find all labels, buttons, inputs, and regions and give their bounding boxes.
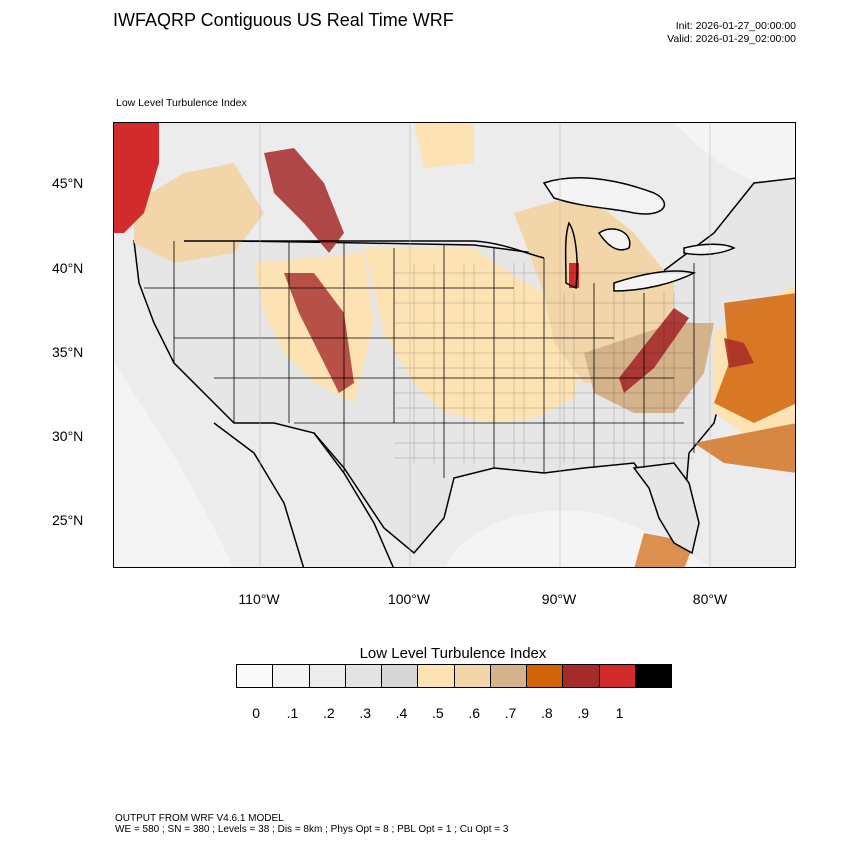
colorbar-tick-label: .1 (286, 705, 299, 721)
colorbar-swatch (382, 665, 419, 687)
model-footer: OUTPUT FROM WRF V4.6.1 MODEL WE = 580 ; … (115, 813, 508, 835)
chesapeake-red (724, 338, 754, 368)
field-subtitle: Low Level Turbulence Index (116, 97, 247, 109)
mexico-coastline (313, 432, 394, 567)
lake-michigan (564, 221, 578, 290)
map-title: IWFAQRP Contiguous US Real Time WRF (113, 10, 454, 30)
lon-label-100: 100°W (387, 591, 431, 607)
graticule (259, 123, 711, 567)
northwest-tan (134, 163, 264, 263)
colorbar-tick-label: .8 (540, 705, 553, 721)
turbulence-map (113, 122, 796, 568)
colorbar-swatch (237, 665, 274, 687)
colorbar-swatch (345, 665, 382, 687)
northern-rockies-red (264, 148, 344, 253)
atlantic-orange (714, 293, 795, 423)
state-boundaries (144, 241, 695, 478)
baja-coastline (213, 422, 305, 567)
lon-label-110: 110°W (238, 591, 280, 607)
colorbar-swatch (309, 665, 346, 687)
colorbar-swatch (527, 665, 564, 687)
colorbar-tick-label: .5 (431, 705, 444, 721)
lat-label-25: 25°N (52, 512, 84, 528)
atlantic-orange-south (694, 423, 795, 473)
colorbar-tick-label: .9 (577, 705, 589, 721)
lat-label-45: 45°N (52, 175, 84, 191)
colorbar-swatch (635, 665, 671, 687)
colorbar-tick-label: .4 (395, 705, 408, 721)
canada-light-region (674, 123, 795, 185)
colorbar-swatch (599, 665, 636, 687)
lat-label-30: 30°N (52, 428, 84, 444)
colorbar-swatch (273, 665, 310, 687)
florida-peninsula (632, 462, 700, 555)
lake-ontario (683, 243, 736, 256)
lat-label-35: 35°N (52, 344, 84, 360)
footer-line-model: OUTPUT FROM WRF V4.6.1 MODEL (115, 813, 284, 824)
colorbar-tick-label: 1 (615, 705, 624, 721)
init-time: Init: 2026-01-27_00:00:00 (675, 20, 796, 32)
colorbar-swatch (418, 665, 455, 687)
colorbar-title: Low Level Turbulence Index (359, 645, 547, 662)
lon-label-80: 80°W (692, 591, 728, 607)
lat-label-40: 40°N (52, 260, 84, 276)
colorbar-tick-label: .2 (322, 705, 335, 721)
lake-superior (542, 177, 666, 215)
central-rockies-red (284, 273, 354, 393)
map-canvas (114, 123, 795, 567)
colorbar-swatch (454, 665, 491, 687)
pacific-coast-red (114, 123, 159, 233)
colorbar (236, 664, 672, 688)
colorbar-tick-label: 0 (252, 705, 261, 721)
colorbar-swatch (490, 665, 527, 687)
pacific-light-region (114, 363, 234, 567)
canada-pale-orange (414, 123, 474, 168)
footer-line-config: WE = 580 ; SN = 380 ; Levels = 38 ; Dis … (115, 824, 509, 835)
colorbar-tick-label: .6 (468, 705, 480, 721)
colorbar-swatch (563, 665, 600, 687)
lon-label-90: 90°W (541, 591, 577, 607)
colorbar-tick-label: .3 (359, 705, 371, 721)
lake-huron (597, 228, 631, 251)
appalachian-red (619, 308, 689, 393)
valid-time: Valid: 2026-01-29_02:00:00 (667, 33, 796, 45)
county-boundaries (394, 263, 694, 463)
colorbar-tick-label: .7 (504, 705, 517, 721)
canada-border (184, 240, 545, 259)
run-times: Init: 2026-01-27_00:00:00 Valid: 2026-01… (667, 20, 796, 46)
